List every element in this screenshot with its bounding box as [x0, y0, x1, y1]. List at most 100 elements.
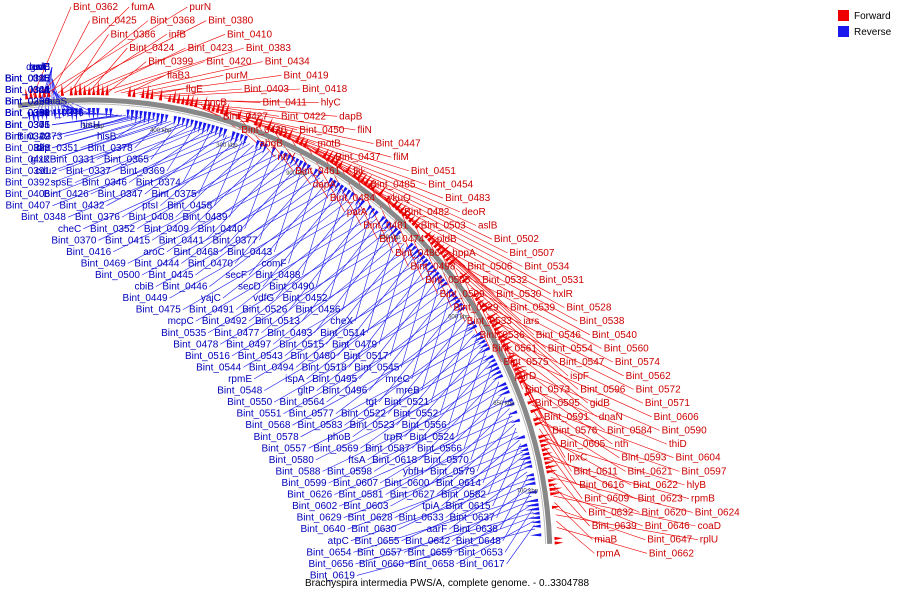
forward-connector — [545, 452, 636, 499]
genome-backbone — [17, 97, 553, 545]
forward-feature — [43, 88, 47, 98]
reverse-connector — [39, 66, 53, 117]
forward-gene-label: Bint_0423 — [188, 43, 233, 54]
reverse-gene-label: cbiB — [134, 282, 154, 293]
reverse-feature — [417, 254, 426, 263]
forward-feature — [38, 89, 42, 98]
reverse-feature — [348, 191, 355, 200]
forward-connector — [365, 181, 508, 254]
reverse-connector — [121, 143, 251, 218]
reverse-connector — [51, 123, 184, 172]
forward-feature — [274, 126, 280, 135]
reverse-gene-label: Bint_0375 — [152, 189, 197, 200]
forward-gene-label: Bint_0411 — [263, 98, 308, 109]
reverse-connector — [425, 392, 504, 472]
reverse-connector — [369, 292, 448, 391]
reverse-connector — [387, 319, 467, 414]
reverse-feature — [210, 124, 215, 136]
reverse-feature — [523, 464, 533, 468]
forward-gene-label: Bint_0410 — [227, 29, 272, 40]
forward-connector — [549, 471, 640, 513]
reverse-gene-label: Bint_0523 — [350, 420, 395, 431]
reverse-feature — [510, 418, 521, 424]
reverse-feature — [152, 112, 156, 121]
forward-connector — [540, 434, 632, 486]
reverse-gene-label: yajC — [201, 293, 221, 304]
forward-gene-label: deoR — [462, 207, 486, 218]
forward-feature — [414, 222, 422, 230]
forward-connector — [459, 272, 602, 349]
reverse-connector — [182, 130, 212, 183]
reverse-feature — [78, 108, 83, 118]
reverse-feature — [381, 218, 389, 227]
reverse-connector — [378, 246, 408, 345]
forward-feature — [391, 198, 400, 208]
reverse-gene-label: Bint_0633 — [399, 513, 444, 524]
reverse-gene-label: spsE — [51, 178, 74, 189]
reverse-connector — [231, 249, 411, 357]
forward-gene-label: Bint_0623 — [638, 494, 683, 505]
reverse-gene-label: galE — [30, 62, 50, 73]
reverse-gene-label: Bint_0517 — [343, 351, 388, 362]
reverse-connector — [284, 252, 413, 357]
reverse-feature — [165, 114, 169, 123]
reverse-feature — [193, 120, 199, 133]
reverse-gene-label: Bint_0475 — [136, 305, 181, 316]
reverse-feature — [492, 373, 504, 381]
reverse-connector — [243, 261, 422, 368]
reverse-gene-label: Bint_0331 — [50, 154, 95, 165]
forward-connector — [254, 121, 294, 172]
reverse-gene-label: Bint_0337 — [66, 166, 111, 177]
reverse-connector — [205, 158, 285, 241]
forward-gene-label: Bint_0546 — [536, 330, 581, 341]
forward-feature — [127, 85, 131, 97]
forward-gene-label: hppA — [452, 248, 476, 259]
reverse-gene-label: dfp — [36, 143, 50, 154]
reverse-gene-label: Bint_0323 — [5, 143, 50, 154]
reverse-connector — [449, 471, 528, 530]
reverse-feature — [96, 108, 100, 119]
forward-gene-label: Bint_0422 — [281, 111, 326, 122]
reverse-gene-label: Bint_0494 — [249, 362, 294, 373]
reverse-feature — [61, 108, 65, 118]
forward-feature — [408, 215, 416, 223]
reverse-feature — [296, 159, 304, 171]
forward-gene-label: rpmB — [691, 494, 715, 505]
reverse-feature — [478, 346, 491, 354]
reverse-connector — [396, 334, 475, 426]
forward-gene-label: Bint_0538 — [579, 316, 624, 327]
reverse-connector — [358, 279, 438, 380]
reverse-feature — [503, 398, 514, 403]
reverse-gene-label: Bint_0445 — [148, 270, 193, 281]
forward-feature — [384, 194, 392, 203]
forward-connector — [32, 6, 72, 96]
reverse-gene-label: Bint_0492 — [202, 316, 247, 327]
reverse-feature — [371, 210, 379, 220]
forward-feature — [547, 479, 557, 483]
reverse-gene-label: tgt — [366, 397, 377, 408]
reverse-feature — [519, 447, 529, 452]
reverse-feature — [341, 186, 348, 195]
reverse-feature — [190, 119, 194, 128]
forward-feature — [538, 433, 551, 439]
reverse-feature — [300, 162, 308, 172]
reverse-feature — [139, 110, 143, 122]
reverse-connector — [506, 524, 535, 565]
forward-gene-label: Bint_0451 — [411, 166, 456, 177]
forward-feature — [78, 81, 82, 96]
forward-gene-label: Bint_0554 — [548, 344, 593, 355]
reverse-connector — [51, 131, 215, 195]
reverse-feature — [530, 533, 542, 537]
reverse-gene-label: mreC — [385, 374, 409, 385]
forward-feature — [211, 103, 215, 112]
reverse-connector — [456, 520, 535, 565]
forward-connector — [151, 88, 242, 97]
reverse-gene-label: Bint_0306 — [5, 120, 50, 131]
forward-feature — [294, 131, 302, 144]
reverse-connector — [209, 188, 338, 287]
reverse-feature — [389, 227, 399, 237]
reverse-feature — [305, 164, 311, 173]
forward-connector — [524, 386, 668, 445]
reverse-connector — [102, 115, 131, 126]
reverse-feature — [524, 490, 538, 494]
